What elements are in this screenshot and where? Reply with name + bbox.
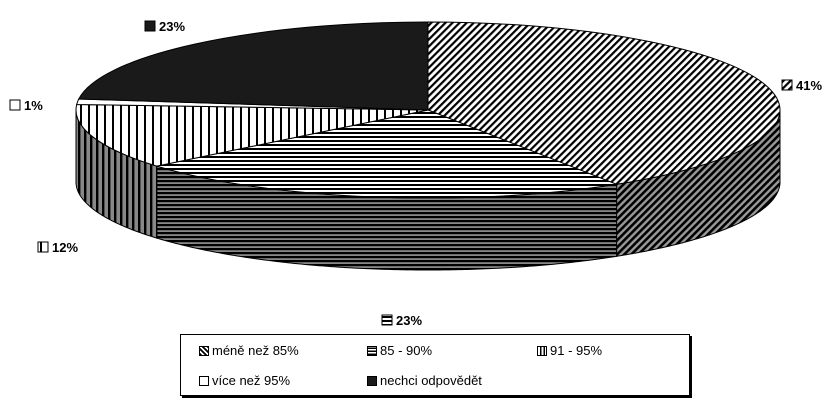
- legend-swatch: [199, 375, 209, 386]
- legend-label: 85 - 90%: [380, 343, 433, 358]
- legend-swatch: [199, 345, 209, 356]
- legend-swatch: [367, 375, 377, 386]
- legend-item-nechci-odpov-d-t: nechci odpovědět: [367, 373, 482, 388]
- pie-slice-85-90: [156, 109, 619, 199]
- legend-label: nechci odpovědět: [380, 373, 482, 388]
- data-label-85-90: 23%: [381, 313, 422, 328]
- svg-text:12%: 12%: [52, 240, 78, 255]
- legend-label: 91 - 95%: [550, 343, 603, 358]
- data-label-91-95: 12%: [37, 240, 78, 255]
- pie-top-faces: [75, 21, 781, 199]
- data-label-v-ce-ne-95: 1%: [9, 98, 43, 113]
- pie-slice-91-95: [75, 103, 429, 167]
- legend-swatch: [367, 345, 377, 356]
- legend-item-91-95: 91 - 95%: [537, 343, 602, 358]
- pie-slice-nechci-odpov-d-t: [77, 21, 429, 111]
- svg-text:41%: 41%: [796, 78, 822, 93]
- data-label-nechci-odpov-d-t: 23%: [144, 19, 185, 34]
- pie-side-walls: [75, 110, 781, 271]
- chart-legend: méně než 85% 85 - 90% 91 - 95% více než 95%…: [180, 334, 690, 396]
- pie-slice-m-n-ne-85: [427, 21, 781, 185]
- legend-swatch: [537, 345, 547, 356]
- legend-label: méně než 85%: [212, 343, 299, 358]
- data-label-m-n-ne-85: 41%: [781, 78, 822, 93]
- svg-text:23%: 23%: [396, 313, 422, 328]
- legend-label: více než 95%: [212, 373, 291, 388]
- svg-text:23%: 23%: [159, 19, 185, 34]
- pie-data-labels: 41% 23% 12% 1% 23%: [9, 19, 822, 328]
- legend-item-85-90: 85 - 90%: [367, 343, 432, 358]
- legend-item-m-n-ne-85: méně než 85%: [199, 343, 299, 358]
- svg-text:1%: 1%: [24, 98, 43, 113]
- legend-item-v-ce-ne-95: více než 95%: [199, 373, 290, 388]
